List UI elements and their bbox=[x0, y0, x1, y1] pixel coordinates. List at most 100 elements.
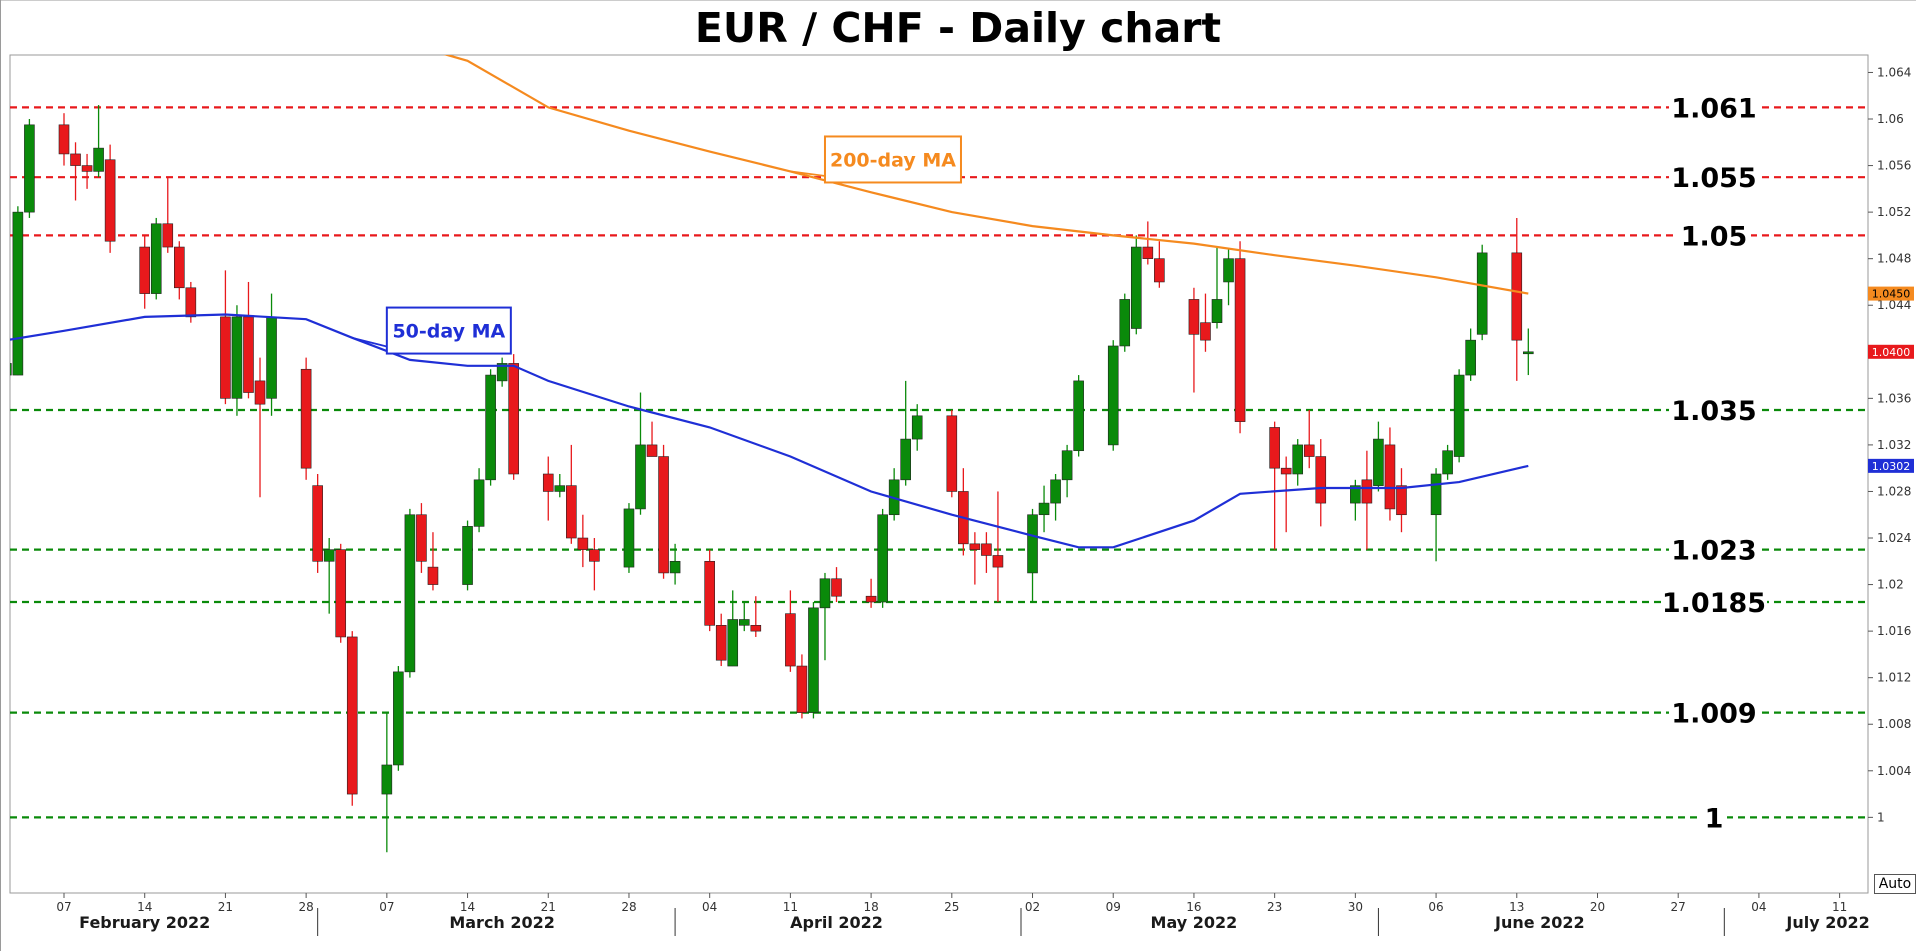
y-tick-label: 1.008 bbox=[1877, 717, 1911, 731]
candle-down bbox=[981, 543, 992, 556]
candle-up bbox=[231, 316, 243, 399]
x-tick-label: 18 bbox=[863, 900, 878, 914]
month-label: April 2022 bbox=[790, 913, 883, 932]
level-label-bg bbox=[1661, 585, 1767, 620]
ma-line bbox=[10, 313, 1529, 549]
candle-down bbox=[1269, 427, 1280, 469]
candle-up bbox=[819, 578, 831, 609]
candle-down bbox=[715, 625, 727, 661]
candle-down bbox=[427, 566, 439, 585]
chart-title: EUR / CHF - Daily chart bbox=[694, 4, 1222, 52]
candle-down bbox=[969, 543, 981, 550]
candle-down bbox=[81, 165, 93, 172]
moving-averages bbox=[10, 55, 1529, 549]
candle-down bbox=[796, 665, 808, 713]
candle-down bbox=[70, 153, 81, 166]
candle-up bbox=[1073, 380, 1084, 452]
ma-line bbox=[443, 55, 1529, 295]
candle-up bbox=[808, 607, 819, 713]
candle-down bbox=[566, 485, 577, 539]
level-label: 1.023 bbox=[1671, 536, 1756, 567]
candle-down bbox=[1315, 456, 1327, 504]
candle-down bbox=[1384, 444, 1396, 510]
candle-down bbox=[1154, 258, 1165, 283]
x-tick-label: 27 bbox=[1671, 900, 1686, 914]
candle-up bbox=[900, 438, 911, 481]
candle-up bbox=[669, 560, 681, 574]
candle-down bbox=[831, 578, 842, 597]
x-tick-label: 09 bbox=[1106, 900, 1121, 914]
candle-up bbox=[877, 514, 888, 603]
plot-area bbox=[9, 54, 1869, 894]
candle-up bbox=[1442, 450, 1453, 475]
y-tick-label: 1.004 bbox=[1877, 764, 1911, 778]
x-tick-label: 30 bbox=[1348, 900, 1363, 914]
candle-up bbox=[1107, 345, 1119, 446]
candle-up bbox=[93, 147, 104, 172]
candle-down bbox=[704, 560, 715, 626]
candle-down bbox=[104, 159, 116, 242]
candle-down bbox=[416, 514, 427, 562]
x-tick-label: 28 bbox=[298, 900, 313, 914]
candle-up bbox=[24, 124, 35, 213]
x-tick-label: 14 bbox=[137, 900, 152, 914]
candle-down bbox=[1142, 246, 1154, 259]
price-tag-label: 1.0400 bbox=[1872, 346, 1911, 359]
x-tick-label: 25 bbox=[944, 900, 959, 914]
candle-up bbox=[1061, 450, 1073, 481]
level-label-bg bbox=[1669, 160, 1759, 195]
annotation-label: 50-day MA bbox=[392, 321, 505, 343]
y-tick-label: 1.064 bbox=[1877, 65, 1911, 79]
candle-down bbox=[750, 625, 762, 632]
x-tick-label: 02 bbox=[1025, 900, 1040, 914]
candle-up bbox=[1465, 339, 1476, 376]
candle-up bbox=[1292, 444, 1304, 475]
level-label: 1.061 bbox=[1671, 93, 1756, 124]
candles bbox=[10, 105, 1534, 853]
y-tick-label: 1.028 bbox=[1877, 484, 1911, 498]
candle-up bbox=[1027, 514, 1038, 574]
price-tag bbox=[1868, 344, 1914, 359]
candle-down bbox=[785, 613, 796, 667]
candle-down bbox=[1511, 252, 1523, 341]
candle-up bbox=[404, 514, 416, 673]
candle-down bbox=[346, 636, 358, 795]
price-tag-label: 1.0450 bbox=[1872, 288, 1911, 301]
candle-up bbox=[911, 415, 923, 440]
candle-down bbox=[658, 456, 669, 574]
y-tick-label: 1.036 bbox=[1877, 391, 1911, 405]
candle-down bbox=[335, 549, 347, 638]
candle-up bbox=[1223, 258, 1234, 283]
month-label: June 2022 bbox=[1494, 913, 1585, 932]
x-tick-label: 23 bbox=[1267, 900, 1282, 914]
y-tick-label: 1.024 bbox=[1877, 531, 1911, 545]
candle-up bbox=[393, 671, 404, 766]
candle-up bbox=[462, 526, 473, 585]
candle-up bbox=[266, 316, 277, 399]
level-label: 1.035 bbox=[1671, 396, 1756, 427]
level-label-bg bbox=[1669, 695, 1759, 730]
level-label-bg bbox=[1677, 218, 1751, 253]
level-label: 1.05 bbox=[1681, 221, 1748, 252]
candle-down bbox=[542, 473, 554, 492]
candle-up bbox=[10, 363, 12, 376]
candle-up bbox=[485, 374, 496, 481]
price-tag bbox=[1868, 286, 1914, 301]
x-tick-label: 04 bbox=[702, 900, 717, 914]
candle-down bbox=[646, 444, 658, 457]
candle-down bbox=[185, 287, 197, 318]
level-label: 1.009 bbox=[1671, 699, 1756, 730]
price-tag-label: 1.0302 bbox=[1872, 460, 1911, 473]
candle-up bbox=[1211, 299, 1223, 323]
level-label-bg bbox=[1669, 532, 1759, 567]
annotation-label: 200-day MA bbox=[830, 149, 956, 171]
candle-up bbox=[1373, 438, 1384, 486]
y-tick-label: 1.012 bbox=[1877, 671, 1911, 685]
month-label: March 2022 bbox=[449, 913, 555, 932]
candle-down bbox=[162, 223, 174, 248]
y-tick-label: 1.032 bbox=[1877, 438, 1911, 452]
auto-scale-button[interactable]: Auto bbox=[1874, 874, 1916, 894]
month-label: May 2022 bbox=[1151, 913, 1238, 932]
candle-down bbox=[1200, 322, 1211, 341]
